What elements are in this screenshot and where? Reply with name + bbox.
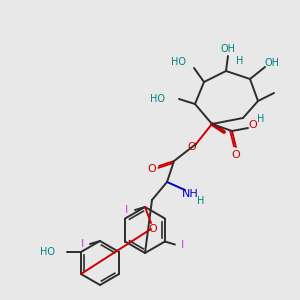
Text: OH: OH <box>265 58 280 68</box>
Text: HO: HO <box>171 57 186 67</box>
Text: O: O <box>148 224 158 234</box>
Text: O: O <box>148 164 156 174</box>
Text: OH: OH <box>220 44 236 54</box>
Text: HO: HO <box>40 247 55 257</box>
Text: O: O <box>249 120 257 130</box>
Text: H: H <box>236 56 244 66</box>
Text: HO: HO <box>150 94 165 104</box>
Text: O: O <box>232 150 240 160</box>
Text: I: I <box>181 239 184 250</box>
Text: O: O <box>188 142 196 152</box>
Text: I: I <box>80 239 84 249</box>
Text: NH: NH <box>182 189 198 199</box>
Text: H: H <box>197 196 205 206</box>
Text: H: H <box>257 114 265 124</box>
Text: I: I <box>125 205 129 215</box>
